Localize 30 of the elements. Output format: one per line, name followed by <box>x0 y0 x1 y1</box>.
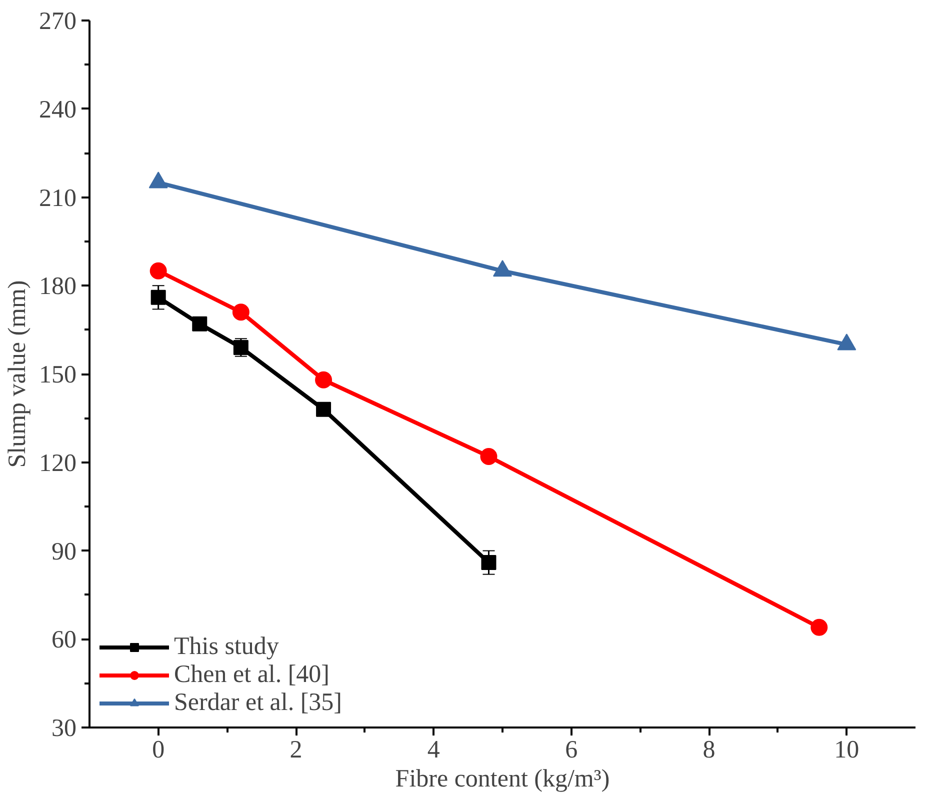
y-axis-title: Slump value (mm) <box>4 280 31 468</box>
point <box>316 402 332 417</box>
legend-label: This study <box>174 633 279 661</box>
x-axis-title: Fibre content (kg/m³) <box>395 766 610 792</box>
y-tick-label: 240 <box>39 96 76 124</box>
x-tick-label: 6 <box>565 736 578 764</box>
point <box>232 304 250 321</box>
point <box>315 371 332 388</box>
point <box>150 262 167 280</box>
y-tick-label: 150 <box>39 362 76 388</box>
x-tick-label: 4 <box>427 736 440 764</box>
y-tick-label: 90 <box>52 538 76 566</box>
point <box>480 448 498 465</box>
point <box>810 618 828 636</box>
legend-label: Serdar et al. [35] <box>174 689 342 717</box>
point <box>233 340 248 355</box>
point <box>150 290 166 305</box>
x-tick-label: 8 <box>702 736 716 764</box>
y-tick-label: 270 <box>39 8 76 35</box>
point <box>481 555 496 570</box>
y-tick-label: 30 <box>52 715 76 742</box>
y-tick-label: 210 <box>39 184 76 212</box>
x-tick-label: 10 <box>834 736 860 764</box>
y-tick-label: 180 <box>39 273 76 300</box>
y-tick-label: 120 <box>39 450 76 477</box>
x-tick-label: 0 <box>152 736 165 764</box>
point <box>192 316 208 332</box>
legend-label: Chen et al. [40] <box>174 661 330 689</box>
y-tick-label: 60 <box>52 626 76 654</box>
x-tick-label: 2 <box>290 736 302 764</box>
